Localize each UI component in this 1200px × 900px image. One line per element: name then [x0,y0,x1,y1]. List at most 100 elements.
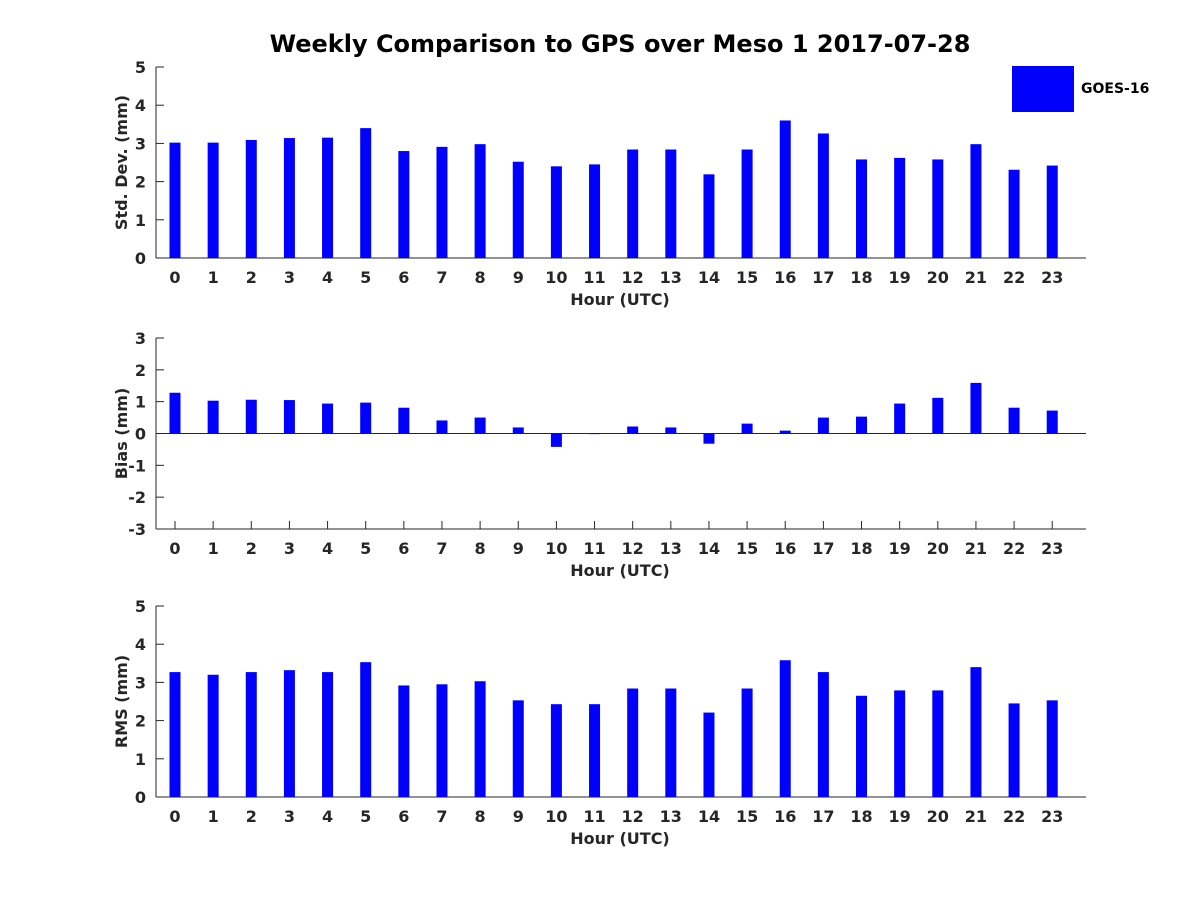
x-tick-label: 1 [208,539,219,558]
x-tick-label: 14 [698,539,720,558]
bar [817,672,829,797]
bar [512,427,524,434]
bar [1008,169,1020,258]
bar [589,704,601,797]
x-tick-label: 9 [513,539,524,558]
y-tick-label: 1 [135,211,146,230]
x-tick-label: 11 [583,539,605,558]
y-tick-label: 0 [135,249,146,268]
x-tick-label: 4 [322,807,333,826]
bar [512,161,524,258]
x-tick-label: 12 [622,268,644,287]
bar [665,688,677,797]
x-tick-label: 8 [475,539,486,558]
x-tick-label: 10 [545,539,567,558]
bar [665,427,677,434]
bar [322,672,334,797]
bar [512,700,524,797]
x-tick-label: 5 [360,807,371,826]
bar [283,400,295,434]
bar [627,426,639,434]
x-tick-label: 13 [660,807,682,826]
bar [207,142,219,258]
x-tick-label: 21 [965,807,987,826]
x-tick-label: 15 [736,807,758,826]
x-tick-label: 3 [284,807,295,826]
x-tick-label: 19 [889,268,911,287]
x-tick-label: 3 [284,268,295,287]
y-tick-label: -3 [128,520,146,539]
x-tick-label: 17 [812,807,834,826]
x-tick-label: 17 [812,268,834,287]
bar [894,690,906,797]
bar [741,688,753,797]
x-tick-label: 15 [736,268,758,287]
bar [1008,703,1020,797]
x-tick-label: 13 [660,539,682,558]
y-tick-label: 0 [135,425,146,444]
bar [550,433,562,447]
y-axis-label: Std. Dev. (mm) [112,95,131,230]
y-tick-label: 3 [135,673,146,692]
bar [436,420,448,434]
x-tick-label: 20 [927,268,949,287]
x-tick-label: 11 [583,268,605,287]
x-tick-label: 4 [322,539,333,558]
bar [360,662,372,797]
x-tick-label: 2 [246,807,257,826]
bar [970,667,982,797]
bar [245,399,257,434]
x-axis-label: Hour (UTC) [570,290,670,309]
bar [817,417,829,434]
x-tick-label: 0 [169,539,180,558]
x-tick-label: 3 [284,539,295,558]
x-tick-label: 0 [169,268,180,287]
x-tick-label: 5 [360,268,371,287]
y-tick-label: 5 [135,58,146,77]
x-tick-label: 19 [889,807,911,826]
bar [550,704,562,797]
bar [398,407,410,434]
x-tick-label: 1 [208,268,219,287]
bar [322,403,334,434]
x-tick-label: 9 [513,807,524,826]
bar [1046,700,1058,797]
x-tick-label: 19 [889,539,911,558]
bar [322,137,334,258]
bar [703,174,715,258]
legend-swatch [1012,66,1074,112]
bar [360,402,372,434]
bar [970,144,982,258]
bar [665,149,677,258]
bar [474,144,486,258]
bar [360,128,372,258]
x-tick-label: 10 [545,268,567,287]
x-tick-label: 14 [698,807,720,826]
bar [1046,410,1058,434]
x-tick-label: 13 [660,268,682,287]
x-tick-label: 7 [436,807,447,826]
bar [283,670,295,797]
bar [283,138,295,258]
x-tick-label: 6 [398,539,409,558]
bar [627,688,639,797]
bar [741,149,753,258]
x-tick-label: 23 [1041,807,1063,826]
bar [169,672,181,797]
x-tick-label: 22 [1003,807,1025,826]
x-tick-label: 23 [1041,539,1063,558]
bar [589,433,601,435]
bar [779,120,791,258]
bar [894,157,906,258]
x-tick-label: 8 [475,268,486,287]
bar [589,164,601,258]
bar [436,146,448,258]
y-tick-label: 5 [135,597,146,616]
x-tick-label: 2 [246,268,257,287]
bar [970,382,982,434]
x-tick-label: 10 [545,807,567,826]
bar [779,660,791,797]
x-tick-label: 12 [622,807,644,826]
y-tick-label: 2 [135,712,146,731]
